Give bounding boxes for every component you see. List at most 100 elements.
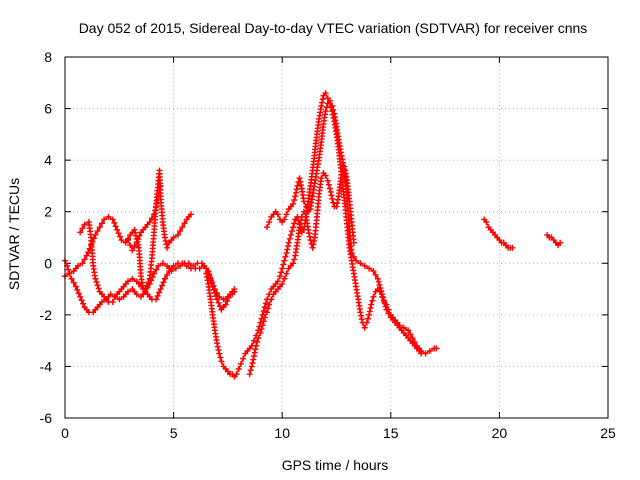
data-point-interp bbox=[168, 237, 175, 244]
data-point-interp bbox=[381, 300, 388, 307]
data-point-interp bbox=[305, 230, 312, 237]
data-point-interp bbox=[350, 267, 357, 274]
data-point-interp bbox=[297, 178, 304, 185]
data-point-interp bbox=[311, 237, 318, 244]
data-point bbox=[109, 216, 116, 223]
data-point bbox=[283, 249, 290, 256]
data-point bbox=[285, 239, 292, 246]
data-point bbox=[183, 262, 190, 269]
data-point-interp bbox=[315, 118, 322, 125]
data-point-interp bbox=[65, 266, 72, 273]
data-point-interp bbox=[85, 249, 92, 256]
x-tick-label: 0 bbox=[61, 425, 69, 441]
data-point-interp bbox=[364, 315, 371, 322]
grid-layer bbox=[65, 57, 608, 418]
data-point-interp bbox=[136, 232, 143, 239]
data-point bbox=[557, 239, 564, 246]
data-point bbox=[164, 244, 171, 251]
data-point bbox=[283, 270, 290, 277]
data-point-interp bbox=[75, 290, 82, 297]
data-point-interp bbox=[337, 146, 344, 153]
data-point bbox=[274, 211, 281, 218]
data-point-interp bbox=[93, 278, 100, 285]
data-point bbox=[340, 159, 347, 166]
data-point bbox=[129, 247, 136, 254]
data-point-interp bbox=[229, 288, 236, 295]
data-point-interp bbox=[350, 236, 357, 243]
data-point-interp bbox=[212, 293, 219, 300]
y-tick-label: 8 bbox=[44, 49, 52, 65]
data-point-interp bbox=[300, 195, 307, 202]
data-point-interp bbox=[249, 359, 256, 366]
x-tick-label: 25 bbox=[600, 425, 616, 441]
data-point-interp bbox=[307, 186, 314, 193]
data-point-interp bbox=[337, 178, 344, 185]
data-point-interp bbox=[152, 207, 159, 214]
data-series bbox=[263, 97, 357, 246]
data-point bbox=[357, 260, 364, 267]
data-point-interp bbox=[213, 336, 220, 343]
data-point-interp bbox=[297, 220, 304, 227]
data-point-interp bbox=[332, 120, 339, 127]
data-point-interp bbox=[293, 186, 300, 193]
data-point bbox=[235, 366, 242, 373]
data-point-interp bbox=[131, 288, 138, 295]
data-point bbox=[203, 270, 210, 277]
data-point bbox=[114, 226, 121, 233]
data-point bbox=[250, 353, 257, 360]
data-point bbox=[79, 260, 86, 267]
data-point-interp bbox=[310, 241, 317, 248]
data-point bbox=[237, 360, 244, 367]
x-tick-label: 10 bbox=[274, 425, 290, 441]
data-point-interp bbox=[311, 152, 318, 159]
data-point-interp bbox=[354, 293, 361, 300]
data-point bbox=[263, 309, 270, 316]
data-point bbox=[72, 283, 79, 290]
data-point bbox=[159, 260, 166, 267]
data-point bbox=[333, 203, 340, 210]
data-point bbox=[324, 177, 331, 184]
series-line bbox=[249, 165, 422, 375]
data-point-interp bbox=[325, 181, 332, 188]
data-point-interp bbox=[94, 282, 101, 289]
data-point-interp bbox=[203, 265, 210, 272]
data-point-interp bbox=[352, 280, 359, 287]
data-point-interp bbox=[385, 310, 392, 317]
data-point-interp bbox=[135, 236, 142, 243]
data-point-interp bbox=[247, 367, 254, 374]
data-point-interp bbox=[382, 303, 389, 310]
y-tick-label: 6 bbox=[44, 101, 52, 117]
data-point bbox=[361, 262, 368, 269]
x-tick-label: 5 bbox=[170, 425, 178, 441]
data-point-interp bbox=[306, 233, 313, 240]
data-point bbox=[240, 355, 247, 362]
data-point-interp bbox=[204, 277, 211, 284]
data-point-interp bbox=[214, 343, 221, 350]
data-point bbox=[246, 371, 253, 378]
data-point-interp bbox=[211, 289, 218, 296]
x-axis-label: GPS time / hours bbox=[282, 457, 389, 473]
data-series bbox=[77, 167, 194, 305]
data-point-interp bbox=[70, 279, 77, 286]
data-point-interp bbox=[258, 326, 265, 333]
series-layer bbox=[62, 90, 564, 380]
data-point-interp bbox=[411, 342, 418, 349]
plot-frame bbox=[64, 56, 609, 419]
data-point bbox=[307, 237, 314, 244]
data-point-interp bbox=[153, 266, 160, 273]
data-point-interp bbox=[150, 232, 157, 239]
data-point-interp bbox=[367, 304, 374, 311]
data-point-interp bbox=[103, 296, 110, 303]
y-tick-label: -2 bbox=[40, 307, 53, 323]
data-point bbox=[83, 252, 90, 259]
data-point bbox=[174, 231, 181, 238]
data-point-interp bbox=[319, 99, 326, 106]
data-point bbox=[233, 371, 240, 378]
data-point-interp bbox=[327, 188, 334, 195]
data-point bbox=[157, 286, 164, 293]
data-point-interp bbox=[323, 104, 330, 111]
data-point bbox=[127, 242, 134, 249]
data-point-interp bbox=[181, 220, 188, 227]
data-point bbox=[353, 257, 360, 264]
data-point-interp bbox=[72, 265, 79, 272]
